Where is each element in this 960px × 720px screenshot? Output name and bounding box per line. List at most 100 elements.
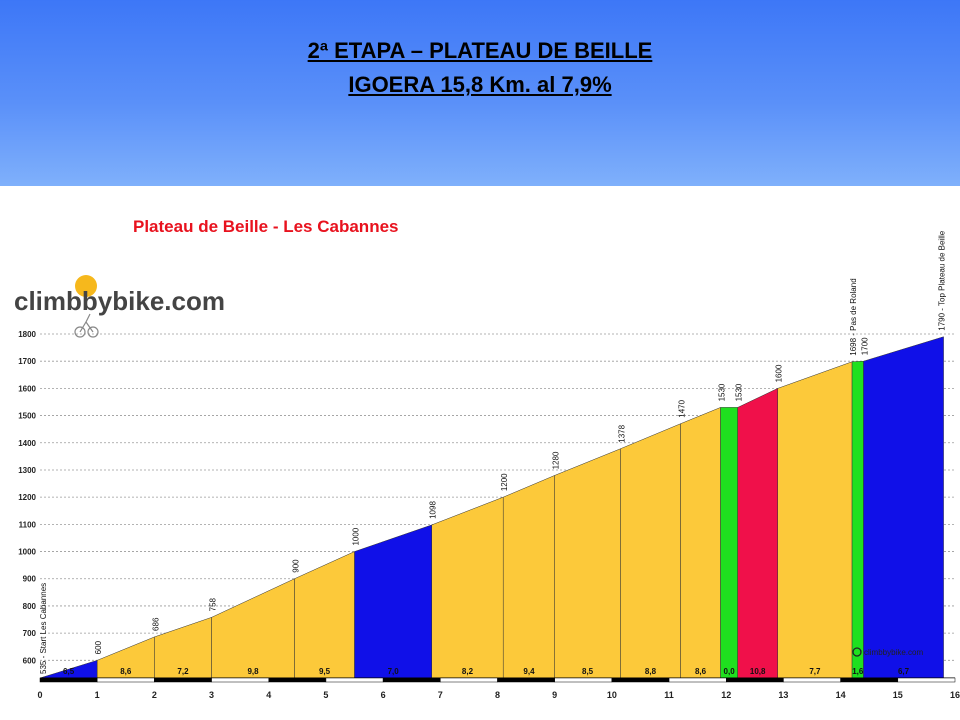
x-tick-label: 1 — [95, 690, 100, 700]
x-tick-label: 13 — [778, 690, 788, 700]
data-labels: 6,5 8,6 7,2 9,8 9,5 7,0 8,2 9,4 8,5 8,8 8,6 0,0 10,8… — [39, 230, 947, 676]
profile-segment — [554, 448, 621, 679]
x-scale-block — [440, 677, 498, 683]
profile-segment — [863, 336, 944, 679]
x-scale-block — [897, 677, 956, 683]
gradient-label: 7,7 — [809, 667, 821, 676]
elevation-label: 900 — [291, 559, 300, 573]
y-tick-label: 900 — [23, 575, 37, 584]
x-tick-label: 9 — [552, 690, 557, 700]
gradient-label: 10,8 — [750, 667, 766, 676]
profile-segment — [294, 551, 355, 679]
slide-title: 2ª ETAPA – PLATEAU DE BEILLE — [307, 38, 653, 63]
profile-segment — [851, 360, 864, 679]
elevation-profile-chart: 6007008009001000110012001300140015001600… — [14, 217, 960, 700]
x-tick-label: 16 — [950, 690, 960, 700]
elevation-label: 1530 — [735, 383, 744, 401]
gradient-label: 8,2 — [462, 667, 474, 676]
y-tick-label: 700 — [23, 629, 37, 638]
x-scale-block — [39, 677, 98, 683]
cyclist-icon — [74, 313, 99, 338]
y-tick-label: 1700 — [18, 357, 36, 366]
gradient-label: 9,8 — [247, 667, 259, 676]
gradient-label: 6,7 — [898, 667, 910, 676]
x-tick-label: 7 — [438, 690, 443, 700]
gradient-label: 8,5 — [582, 667, 594, 676]
x-scale-block — [726, 677, 784, 683]
elevation-label: 1098 — [429, 501, 438, 519]
chart-title: Plateau de Beille - Les Cabannes — [133, 217, 398, 236]
x-scale-block — [840, 677, 899, 683]
x-tick-label: 12 — [721, 690, 731, 700]
elevation-label: 1378 — [617, 424, 626, 442]
x-scale-block — [611, 677, 670, 683]
elevation-label: 1000 — [352, 527, 361, 545]
gradient-label: 0,0 — [724, 667, 736, 676]
axes: 6007008009001000110012001300140015001600… — [18, 330, 960, 700]
profile-segment — [680, 407, 721, 679]
profile-segment — [777, 361, 853, 679]
x-scale-block — [211, 677, 269, 683]
watermark: climbbybike.com — [852, 647, 923, 657]
brand-logo: climbbybike.com — [14, 275, 225, 338]
brand-sun-icon — [75, 275, 97, 297]
y-tick-label: 1200 — [18, 493, 36, 502]
x-scale-block — [382, 677, 441, 683]
gradient-label: 7,0 — [388, 667, 400, 676]
x-scale-block — [268, 677, 327, 683]
x-scale-block — [554, 677, 613, 683]
elevation-label: 535 - Start Les Cabannes — [39, 583, 48, 674]
elevation-label: 1280 — [552, 451, 561, 469]
profile-segment — [502, 475, 555, 679]
profile-area — [39, 336, 944, 679]
x-tick-label: 5 — [323, 690, 328, 700]
gradient-label: 6,5 — [63, 667, 75, 676]
gradient-label: 7,2 — [177, 667, 189, 676]
y-tick-label: 1100 — [19, 520, 37, 529]
elevation-label: 1700 — [861, 337, 870, 355]
x-tick-label: 15 — [893, 690, 903, 700]
gradient-label: 9,4 — [523, 667, 535, 676]
y-tick-label: 1800 — [18, 330, 36, 339]
x-tick-label: 10 — [607, 690, 617, 700]
profile-segment — [720, 407, 738, 679]
elevation-label: 600 — [94, 640, 103, 654]
y-tick-label: 1300 — [18, 466, 36, 475]
elevation-label: 1600 — [775, 364, 784, 382]
profile-segment — [354, 524, 432, 679]
profile-segment — [620, 423, 681, 679]
y-tick-label: 1400 — [18, 439, 36, 448]
slide-header: 2ª ETAPA – PLATEAU DE BEILLE IGOERA 15,8… — [0, 0, 960, 186]
x-scale-block — [96, 677, 155, 683]
elevation-label: 1698 - Pas de Roland — [849, 278, 858, 355]
brand-name: climbbybike.com — [14, 286, 225, 316]
elevation-label: 686 — [151, 617, 160, 631]
slide-subtitle: IGOERA 15,8 Km. al 7,9% — [348, 72, 612, 97]
x-tick-label: 6 — [381, 690, 386, 700]
elevation-label: 1470 — [678, 399, 687, 417]
x-tick-label: 4 — [266, 690, 271, 700]
gradient-label: 8,8 — [645, 667, 657, 676]
x-tick-label: 3 — [209, 690, 214, 700]
gradient-label: 9,5 — [319, 667, 331, 676]
x-tick-label: 8 — [495, 690, 500, 700]
gradient-label: 8,6 — [120, 667, 132, 676]
y-tick-label: 800 — [23, 602, 37, 611]
elevation-label: 758 — [209, 597, 218, 611]
gradient-label: 1,6 — [852, 667, 864, 676]
x-scale-block — [154, 677, 212, 683]
x-tick-label: 0 — [37, 690, 42, 700]
x-scale-block — [783, 677, 841, 683]
x-scale-block — [325, 677, 384, 683]
profile-segment — [737, 387, 778, 679]
profile-segment — [211, 578, 295, 679]
watermark-icon — [852, 647, 862, 657]
x-tick-label: 11 — [664, 690, 674, 700]
elevation-label: 1200 — [500, 473, 509, 491]
elevation-label: 1790 - Top Plateau de Beille — [938, 230, 947, 330]
watermark-text: climbbybike.com — [864, 648, 923, 657]
y-tick-label: 1500 — [18, 412, 36, 421]
y-tick-label: 1600 — [18, 384, 36, 393]
x-tick-label: 14 — [836, 690, 846, 700]
elevation-label: 1530 — [718, 383, 727, 401]
